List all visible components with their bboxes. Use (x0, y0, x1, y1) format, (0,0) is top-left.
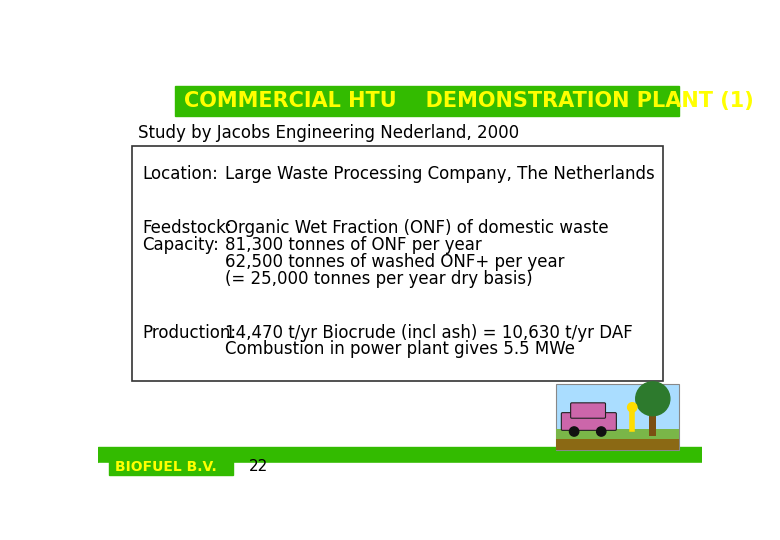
FancyBboxPatch shape (556, 429, 679, 450)
FancyBboxPatch shape (98, 463, 702, 481)
Text: Combustion in power plant gives 5.5 MWe: Combustion in power plant gives 5.5 MWe (225, 340, 576, 359)
Text: Large Waste Processing Company, The Netherlands: Large Waste Processing Company, The Neth… (225, 165, 655, 183)
FancyBboxPatch shape (98, 448, 702, 463)
Text: Location:: Location: (143, 165, 218, 183)
FancyBboxPatch shape (562, 413, 616, 430)
Circle shape (597, 427, 606, 436)
Text: Capacity:: Capacity: (143, 236, 219, 254)
Text: Feedstock:: Feedstock: (143, 219, 232, 237)
FancyBboxPatch shape (556, 440, 679, 450)
FancyBboxPatch shape (556, 384, 679, 450)
Text: Study by Jacobs Engineering Nederland, 2000: Study by Jacobs Engineering Nederland, 2… (138, 124, 519, 141)
Circle shape (628, 403, 637, 412)
Text: 81,300 tonnes of ONF per year: 81,300 tonnes of ONF per year (225, 236, 482, 254)
Text: Production:: Production: (143, 323, 236, 341)
FancyBboxPatch shape (649, 409, 656, 436)
Text: 62,500 tonnes of washed ONF+ per year: 62,500 tonnes of washed ONF+ per year (225, 253, 565, 271)
Text: 22: 22 (249, 459, 268, 474)
FancyBboxPatch shape (571, 403, 605, 418)
Text: (= 25,000 tonnes per year dry basis): (= 25,000 tonnes per year dry basis) (225, 269, 533, 288)
FancyBboxPatch shape (109, 458, 233, 475)
Text: COMMERCIAL HTU    DEMONSTRATION PLANT (1): COMMERCIAL HTU DEMONSTRATION PLANT (1) (184, 91, 754, 111)
Text: BIOFUEL B.V.: BIOFUEL B.V. (115, 460, 217, 474)
Text: 14,470 t/yr Biocrude (incl ash) = 10,630 t/yr DAF: 14,470 t/yr Biocrude (incl ash) = 10,630… (225, 323, 633, 341)
Text: Organic Wet Fraction (ONF) of domestic waste: Organic Wet Fraction (ONF) of domestic w… (225, 219, 609, 237)
FancyBboxPatch shape (133, 146, 663, 381)
Circle shape (569, 427, 579, 436)
Circle shape (636, 382, 670, 416)
FancyBboxPatch shape (175, 86, 679, 116)
